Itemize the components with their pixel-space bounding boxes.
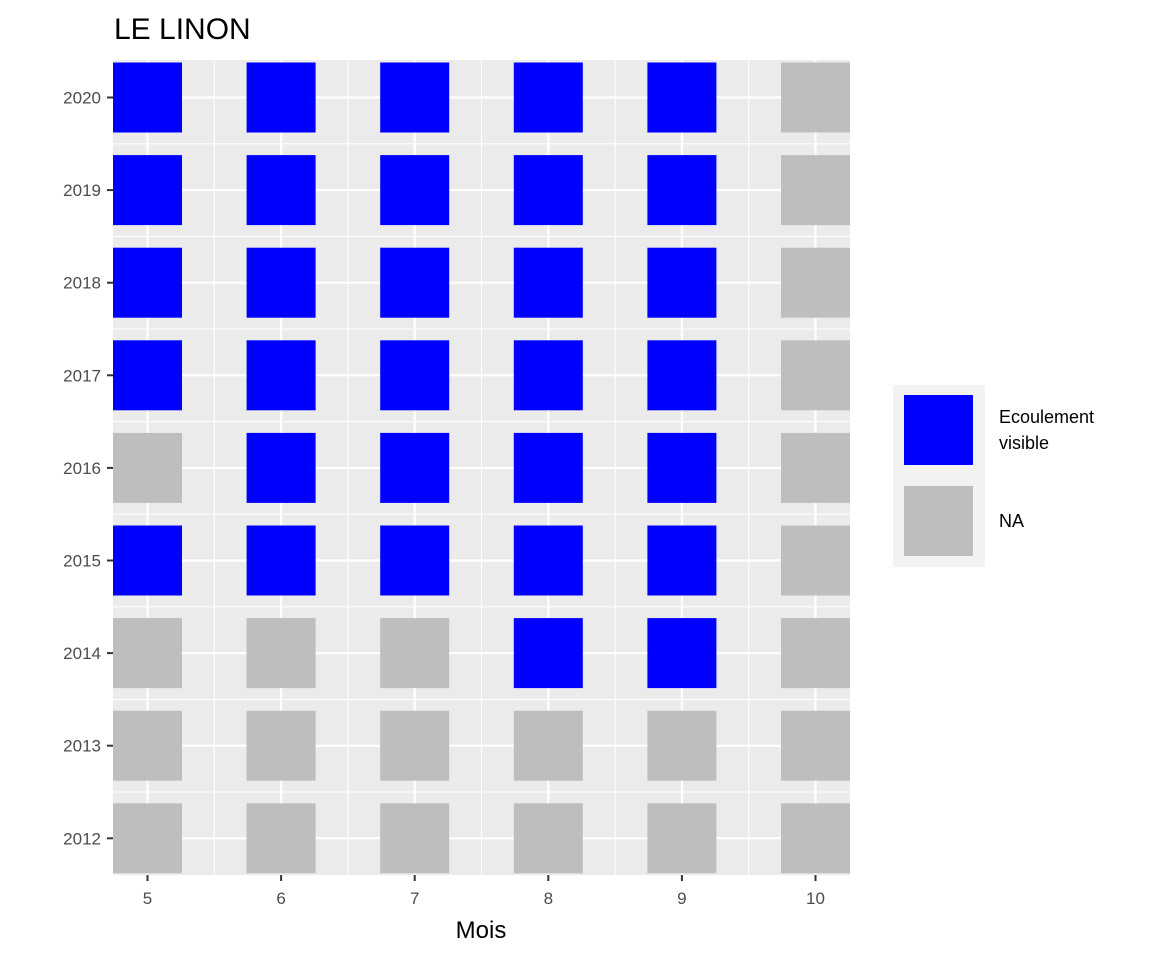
- tile-2019-8: [513, 155, 583, 226]
- tile-2018-9: [647, 247, 717, 318]
- x-tick-label: 5: [143, 889, 152, 908]
- x-tick-label: 9: [677, 889, 686, 908]
- tile-2015-5: [113, 525, 182, 596]
- tile-2015-8: [513, 525, 583, 596]
- legend-label-2: NA: [999, 511, 1024, 531]
- tile-2017-6: [246, 340, 316, 411]
- tile-2012-5: [113, 803, 182, 874]
- tile-2017-9: [647, 340, 717, 411]
- tile-2017-8: [513, 340, 583, 411]
- tile-2017-7: [380, 340, 450, 411]
- tile-2020-9: [647, 62, 717, 133]
- y-tick-label: 2019: [63, 181, 101, 200]
- tile-2016-5: [113, 432, 182, 503]
- tiles: [113, 62, 850, 874]
- x-axis: 5 6 7 8 9 10: [143, 875, 825, 908]
- legend-key-2: [904, 486, 973, 556]
- tile-2012-10: [781, 803, 850, 874]
- tile-2020-7: [380, 62, 450, 133]
- tile-2020-5: [113, 62, 182, 133]
- tile-2015-6: [246, 525, 316, 596]
- legend: Ecoulement visible NA: [893, 385, 1094, 567]
- tile-2013-9: [647, 710, 717, 781]
- tile-2019-6: [246, 155, 316, 226]
- tile-2013-5: [113, 710, 182, 781]
- tile-2015-10: [781, 525, 850, 596]
- tile-2014-5: [113, 618, 182, 689]
- y-axis: 2020 2019 2018 2017 2016 2015 2014 2013 2012: [63, 89, 113, 848]
- x-tick-label: 7: [410, 889, 419, 908]
- tile-2015-7: [380, 525, 450, 596]
- y-tick-label: 2015: [63, 552, 101, 571]
- y-tick-label: 2012: [63, 829, 101, 848]
- tile-2019-7: [380, 155, 450, 226]
- tile-2014-6: [246, 618, 316, 689]
- legend-label-1: Ecoulement visible: [999, 407, 1094, 453]
- tile-2019-5: [113, 155, 182, 226]
- tile-2020-6: [246, 62, 316, 133]
- y-tick-label: 2020: [63, 89, 101, 108]
- tile-2016-7: [380, 432, 450, 503]
- tile-2018-7: [380, 247, 450, 318]
- tile-2016-10: [781, 432, 850, 503]
- tile-2013-8: [513, 710, 583, 781]
- tile-2019-9: [647, 155, 717, 226]
- y-tick-label: 2013: [63, 737, 101, 756]
- y-tick-label: 2014: [63, 644, 101, 663]
- legend-key-1: [904, 395, 973, 465]
- tile-2017-5: [113, 340, 182, 411]
- tile-2014-10: [781, 618, 850, 689]
- chart-title: LE LINON: [114, 13, 251, 46]
- tile-2014-8: [513, 618, 583, 689]
- x-tick-label: 6: [276, 889, 285, 908]
- tile-2012-9: [647, 803, 717, 874]
- tile-2016-8: [513, 432, 583, 503]
- tile-2014-9: [647, 618, 717, 689]
- tile-2020-8: [513, 62, 583, 133]
- y-tick-label: 2016: [63, 459, 101, 478]
- tile-2014-7: [380, 618, 450, 689]
- tile-2019-10: [781, 155, 850, 226]
- tile-2012-7: [380, 803, 450, 874]
- tile-2016-6: [246, 432, 316, 503]
- tile-2018-8: [513, 247, 583, 318]
- tile-2012-8: [513, 803, 583, 874]
- x-axis-title: Mois: [456, 917, 507, 944]
- x-tick-label: 8: [544, 889, 553, 908]
- tile-2015-9: [647, 525, 717, 596]
- tile-2013-6: [246, 710, 316, 781]
- tile-2018-10: [781, 247, 850, 318]
- tile-2017-10: [781, 340, 850, 411]
- y-tick-label: 2017: [63, 366, 101, 385]
- tile-2018-6: [246, 247, 316, 318]
- y-tick-label: 2018: [63, 274, 101, 293]
- tile-2012-6: [246, 803, 316, 874]
- x-tick-label: 10: [806, 889, 825, 908]
- tile-2016-9: [647, 432, 717, 503]
- tile-2013-7: [380, 710, 450, 781]
- tile-2018-5: [113, 247, 182, 318]
- tile-2020-10: [781, 62, 850, 133]
- tile-2013-10: [781, 710, 850, 781]
